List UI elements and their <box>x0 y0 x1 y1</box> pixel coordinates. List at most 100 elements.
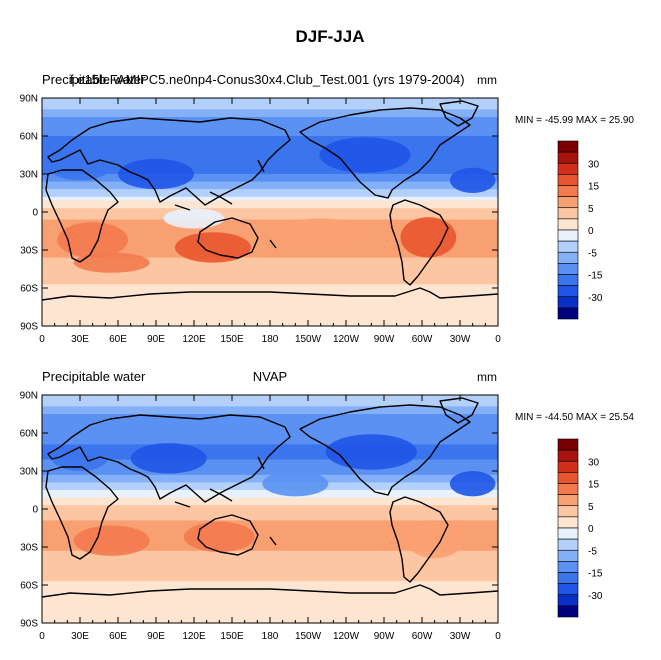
heatmap-band <box>42 436 498 442</box>
heatmap-band <box>42 402 498 407</box>
heatmap-cell <box>175 232 251 263</box>
heatmap-band <box>42 611 498 616</box>
colorbar-swatch <box>557 307 579 320</box>
x-tick-label: 0 <box>39 631 45 642</box>
colorbar-label: 15 <box>588 480 600 491</box>
heatmap-band <box>42 558 498 563</box>
y-tick-label: 30N <box>20 467 38 478</box>
heatmap-band <box>42 569 498 575</box>
heatmap-cell <box>163 208 225 229</box>
heatmap-band <box>42 181 498 186</box>
heatmap-band <box>42 117 498 122</box>
heatmap-band <box>42 505 498 510</box>
x-tick-label: 30E <box>71 631 89 642</box>
heatmap-band <box>42 406 498 411</box>
heatmap-band <box>42 177 498 183</box>
heatmap-band <box>42 204 498 209</box>
heatmap-band <box>42 128 498 133</box>
panel-1-coastlines <box>41 100 499 301</box>
y-tick-label: 60N <box>20 132 38 143</box>
heatmap-cell <box>406 522 463 559</box>
heatmap-band <box>42 105 498 110</box>
heatmap-band <box>42 272 498 278</box>
panel-1-coast-north-america <box>299 107 471 199</box>
x-tick-label: 60E <box>109 631 127 642</box>
heatmap-band <box>42 280 498 285</box>
panel-1-coast-antarctica <box>41 287 499 301</box>
heatmap-band <box>42 592 498 597</box>
heatmap-band <box>42 257 498 262</box>
heatmap-band <box>42 512 498 518</box>
colorbar-swatch <box>557 538 579 551</box>
colorbar-swatch <box>557 527 579 540</box>
panel-2-coast-greenland <box>439 397 479 424</box>
heatmap-cell <box>57 222 129 258</box>
heatmap-band <box>42 242 498 247</box>
x-tick-label: 150E <box>220 631 244 642</box>
panel-2-coast-antarctica <box>41 584 499 598</box>
colorbar-swatch <box>557 460 579 473</box>
colorbar-swatch <box>557 285 579 298</box>
colorbar-label: 15 <box>588 182 600 193</box>
y-tick-label: 60N <box>20 429 38 440</box>
heatmap-band <box>42 231 498 236</box>
x-tick-label: 180 <box>262 631 279 642</box>
x-tick-label: 180 <box>262 334 279 345</box>
colorbar-label: -30 <box>588 293 603 304</box>
panel-2-map <box>41 394 499 624</box>
y-tick-label: 30S <box>20 246 38 257</box>
heatmap-band <box>42 516 498 521</box>
y-tick-label: 90S <box>20 322 38 333</box>
colorbar-swatch <box>557 583 579 596</box>
y-tick-label: 90N <box>20 94 38 105</box>
heatmap-band <box>42 581 498 586</box>
heatmap-band <box>42 193 498 198</box>
heatmap-band <box>42 253 498 259</box>
heatmap-band <box>42 310 498 316</box>
heatmap-band <box>42 166 498 171</box>
colorbar-label: 5 <box>588 502 594 513</box>
heatmap-band <box>42 585 498 590</box>
panel-1-coast-south-america <box>389 199 449 286</box>
colorbar-swatch <box>557 274 579 286</box>
heatmap-cell <box>52 445 108 472</box>
panel-1-minmax: MIN = -45.99 MAX = 25.90 <box>515 115 634 126</box>
panel-1-heatmap-blobs <box>49 137 496 273</box>
panel-1-coast-eurasia <box>47 117 291 206</box>
heatmap-band <box>42 554 498 559</box>
heatmap-cell <box>282 218 359 244</box>
x-tick-label: 90E <box>147 631 165 642</box>
panel-2-title: NVAP <box>253 369 287 384</box>
panel-2-coast-eurasia <box>47 414 291 503</box>
colorbar-swatch <box>557 151 579 164</box>
heatmap-cell <box>73 525 150 556</box>
heatmap-band <box>42 433 498 438</box>
heatmap-cell <box>73 252 150 273</box>
colorbar-swatch <box>557 516 579 529</box>
colorbar-label: -5 <box>588 546 597 557</box>
colorbar-label: 0 <box>588 524 594 535</box>
colorbar-swatch <box>557 605 579 618</box>
colorbar-swatch <box>557 251 579 264</box>
colorbar-swatch <box>557 263 579 275</box>
colorbar-swatch <box>557 229 579 242</box>
heatmap-band <box>42 509 498 514</box>
colorbar-swatch <box>557 572 579 584</box>
panel-2-y-axis: 90N 60N 30N 0 30S 60S 90S <box>20 391 498 630</box>
panel-1-map <box>41 97 499 327</box>
panel-1-coast-islands <box>174 159 277 249</box>
colorbar-label: -5 <box>588 248 597 259</box>
heatmap-band <box>42 604 498 609</box>
panel-2-coast-islands <box>174 456 277 546</box>
heatmap-band <box>42 577 498 582</box>
heatmap-band <box>42 455 498 461</box>
x-tick-label: 90W <box>374 631 395 642</box>
colorbar-label: -30 <box>588 591 603 602</box>
y-tick-label: 0 <box>32 505 38 516</box>
x-tick-label: 90W <box>374 334 395 345</box>
y-tick-label: 90N <box>20 391 38 402</box>
x-tick-label: 60W <box>412 334 433 345</box>
colorbar-label: 30 <box>588 457 600 468</box>
panel-1: Precipitable water f.e15b.FAMIPC5.ne0np4… <box>20 72 635 345</box>
